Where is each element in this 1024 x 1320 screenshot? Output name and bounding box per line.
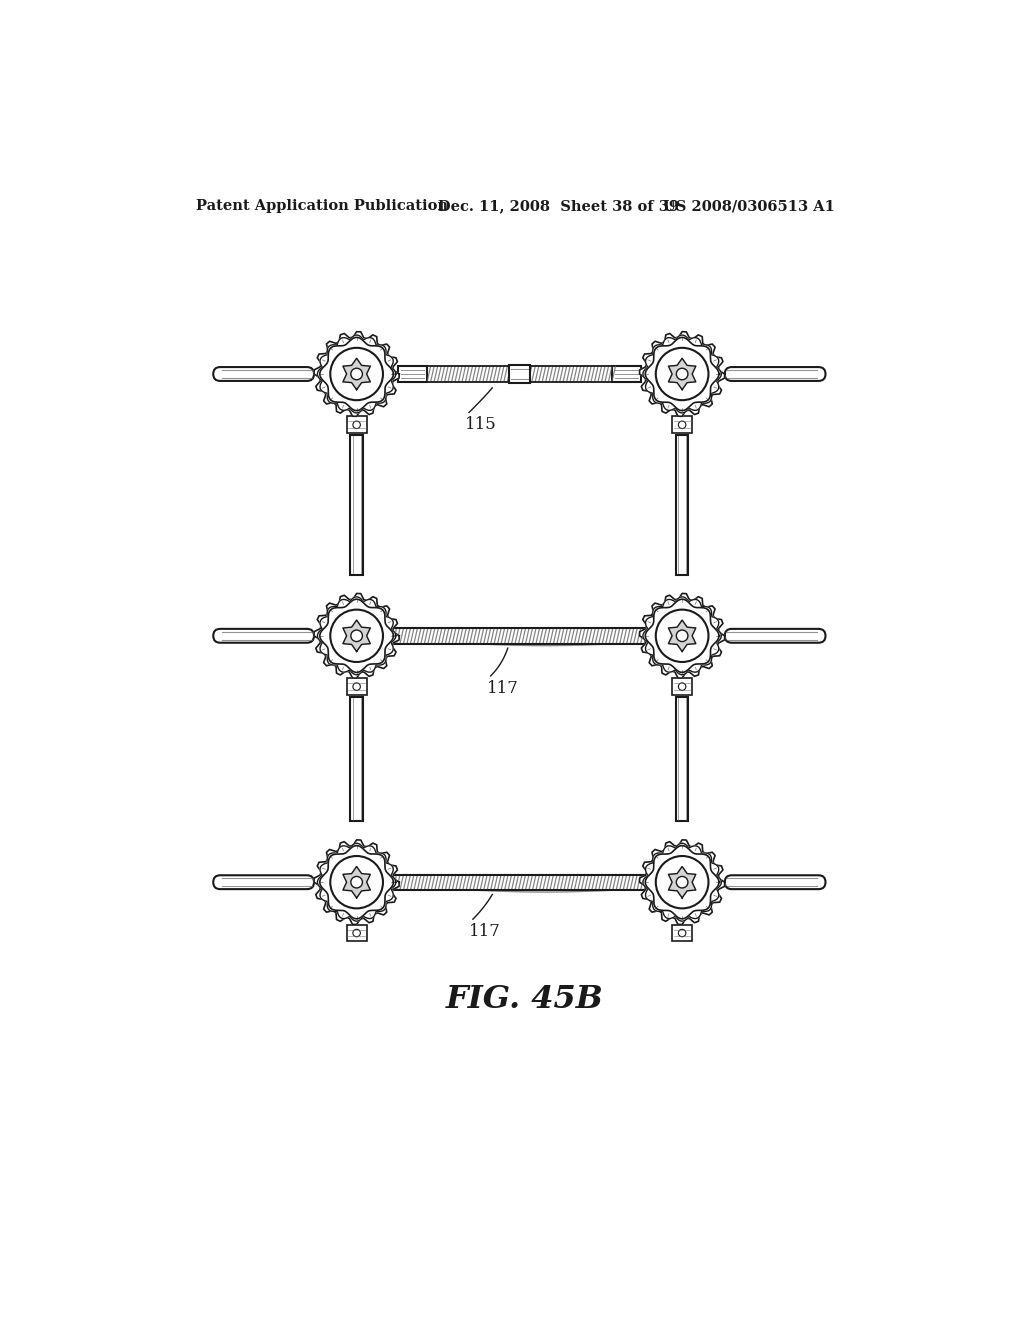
- Text: US 2008/0306513 A1: US 2008/0306513 A1: [663, 199, 835, 213]
- Bar: [672, 416, 692, 433]
- Bar: [509, 364, 530, 383]
- FancyBboxPatch shape: [213, 367, 314, 381]
- Polygon shape: [319, 846, 393, 919]
- Polygon shape: [643, 597, 721, 675]
- Circle shape: [353, 421, 360, 429]
- Circle shape: [655, 348, 709, 400]
- Text: 117: 117: [486, 680, 519, 697]
- Polygon shape: [314, 594, 399, 678]
- Circle shape: [678, 421, 686, 429]
- Circle shape: [331, 348, 383, 400]
- Polygon shape: [343, 620, 371, 652]
- Circle shape: [351, 630, 362, 642]
- Circle shape: [678, 929, 686, 937]
- FancyBboxPatch shape: [725, 875, 825, 890]
- Bar: [672, 678, 692, 696]
- FancyBboxPatch shape: [213, 628, 314, 643]
- Circle shape: [331, 857, 383, 908]
- Bar: [350, 434, 362, 576]
- Bar: [676, 434, 688, 576]
- Circle shape: [331, 610, 383, 663]
- Polygon shape: [640, 594, 725, 678]
- Circle shape: [353, 929, 360, 937]
- Bar: [346, 678, 367, 696]
- Text: FIG. 45B: FIG. 45B: [445, 983, 604, 1015]
- Polygon shape: [314, 331, 399, 416]
- Bar: [393, 628, 646, 644]
- Circle shape: [351, 876, 362, 888]
- Circle shape: [676, 630, 688, 642]
- Circle shape: [655, 857, 709, 908]
- Polygon shape: [343, 358, 371, 389]
- FancyBboxPatch shape: [725, 367, 825, 381]
- Circle shape: [676, 876, 688, 888]
- FancyBboxPatch shape: [725, 628, 825, 643]
- Polygon shape: [643, 843, 721, 921]
- Polygon shape: [317, 597, 396, 675]
- Bar: [346, 924, 367, 941]
- Text: Dec. 11, 2008  Sheet 38 of 39: Dec. 11, 2008 Sheet 38 of 39: [438, 199, 679, 213]
- Circle shape: [353, 682, 360, 690]
- Polygon shape: [343, 866, 371, 898]
- Circle shape: [678, 682, 686, 690]
- Text: 115: 115: [465, 416, 497, 433]
- Polygon shape: [645, 338, 719, 411]
- Bar: [427, 367, 611, 381]
- Polygon shape: [669, 620, 696, 652]
- Polygon shape: [319, 338, 393, 411]
- Polygon shape: [645, 599, 719, 672]
- Polygon shape: [640, 331, 725, 416]
- Polygon shape: [669, 358, 696, 389]
- Polygon shape: [669, 866, 696, 898]
- Polygon shape: [643, 335, 721, 413]
- Polygon shape: [319, 599, 393, 672]
- Bar: [393, 875, 646, 890]
- FancyBboxPatch shape: [213, 875, 314, 890]
- Polygon shape: [314, 840, 399, 924]
- Circle shape: [676, 368, 688, 380]
- Bar: [397, 367, 427, 381]
- Polygon shape: [317, 843, 396, 921]
- Polygon shape: [317, 335, 396, 413]
- Text: Patent Application Publication: Patent Application Publication: [197, 199, 449, 213]
- Bar: [346, 416, 367, 433]
- Bar: [350, 697, 362, 821]
- Bar: [611, 367, 641, 381]
- Polygon shape: [645, 846, 719, 919]
- Circle shape: [351, 368, 362, 380]
- Polygon shape: [640, 840, 725, 924]
- Bar: [676, 697, 688, 821]
- Text: 117: 117: [469, 923, 501, 940]
- Bar: [672, 924, 692, 941]
- Circle shape: [655, 610, 709, 663]
